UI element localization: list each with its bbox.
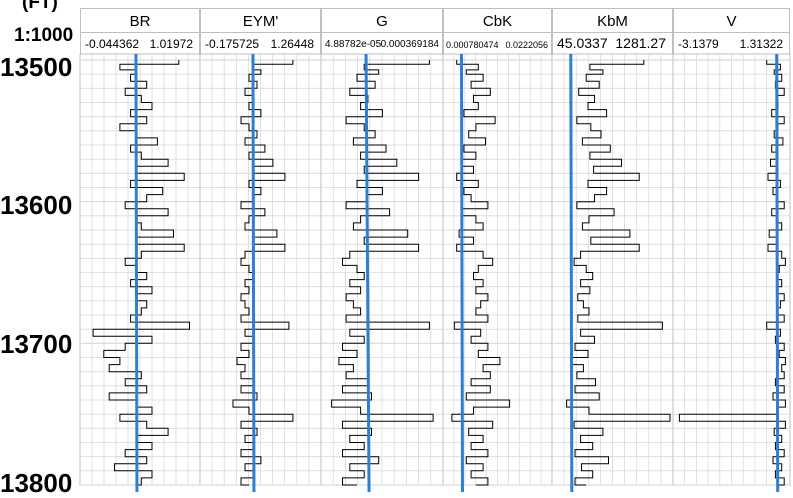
track-title-br: BR bbox=[81, 12, 199, 33]
curve-eym bbox=[232, 60, 294, 486]
track-min-cbk: 0.000780474 bbox=[446, 40, 499, 50]
track-header-v: V -3.1379 1.31322 bbox=[673, 8, 790, 54]
track-max-cbk: 0.0222056 bbox=[505, 40, 548, 50]
track-min-v: -3.1379 bbox=[678, 37, 719, 51]
depth-unit-label: (FT) bbox=[22, 0, 58, 13]
track-max-br: 1.01972 bbox=[149, 37, 193, 51]
reference-line-g bbox=[364, 53, 371, 493]
depth-label-13600: 13600 bbox=[0, 190, 73, 220]
reference-line-cbk bbox=[459, 53, 464, 493]
track-min-g: 4.88782e-05 bbox=[325, 39, 382, 50]
track-max-kbm: 1281.27 bbox=[615, 35, 666, 51]
curve-kbm bbox=[566, 60, 671, 486]
track-max-v: 1.31322 bbox=[739, 37, 783, 51]
track-min-kbm: 45.0337 bbox=[557, 35, 608, 51]
curve-cbk bbox=[451, 60, 511, 486]
track-title-cbk: CbK bbox=[444, 12, 551, 33]
track-min-br: -0.044362 bbox=[85, 37, 140, 51]
track-title-kbm: KbM bbox=[553, 12, 672, 33]
track-header-eym: EYM' -0.175725 1.26448 bbox=[200, 8, 321, 54]
depth-label-13500: 13500 bbox=[0, 52, 73, 82]
track-min-eym: -0.175725 bbox=[205, 37, 260, 51]
track-title-v: V bbox=[674, 12, 789, 33]
track-header-g: G 4.88782e-05 0.000369184 bbox=[321, 8, 443, 54]
reference-line-br bbox=[134, 53, 139, 493]
track-max-eym: 1.26448 bbox=[270, 37, 314, 51]
curve-g bbox=[331, 60, 434, 486]
depth-label-13700: 13700 bbox=[0, 329, 73, 359]
reference-line-eym bbox=[251, 53, 256, 493]
reference-line-v bbox=[775, 53, 780, 493]
track-header-kbm: KbM 45.0337 1281.27 bbox=[552, 8, 673, 54]
depth-scale-label: 1:1000 bbox=[14, 25, 74, 46]
track-max-g: 0.000369184 bbox=[380, 39, 439, 50]
track-header-br: BR -0.044362 1.01972 bbox=[80, 8, 200, 54]
track-title-eym: EYM' bbox=[201, 12, 320, 33]
reference-line-kbm bbox=[569, 53, 574, 493]
depth-column: (FT) 1:1000 13500 13600 13700 13800 bbox=[0, 0, 80, 497]
track-header-cbk: CbK 0.000780474 0.0222056 bbox=[443, 8, 552, 54]
track-title-g: G bbox=[322, 12, 442, 33]
depth-label-13800: 13800 bbox=[0, 468, 73, 498]
